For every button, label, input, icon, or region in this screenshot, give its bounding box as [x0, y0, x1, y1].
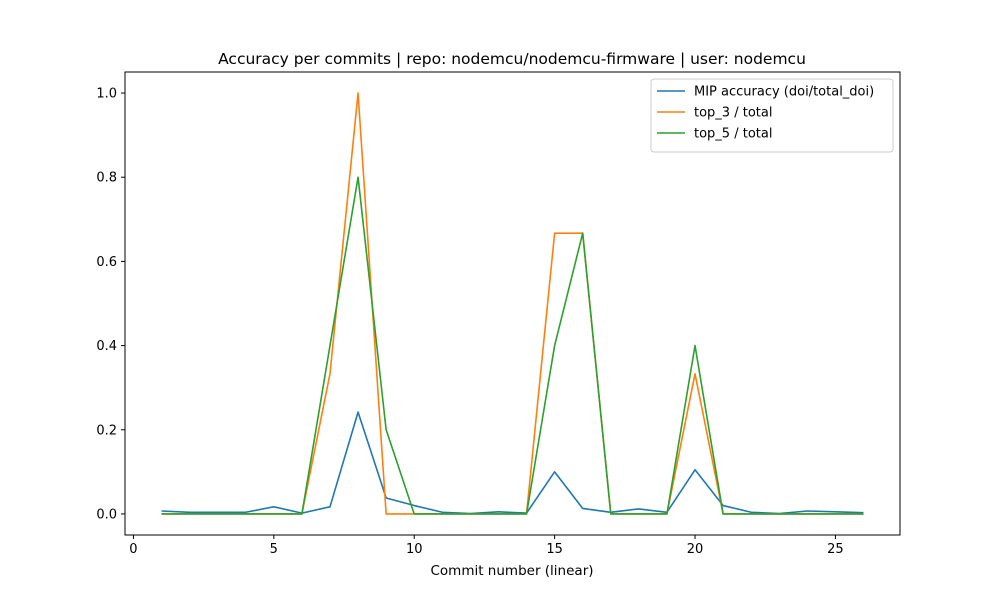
x-axis-label: Commit number (linear): [430, 563, 593, 579]
y-tick-label: 0.6: [96, 255, 117, 270]
x-tick-label: 10: [406, 542, 423, 557]
legend: MIP accuracy (doi/total_doi) top_3 / tota…: [650, 78, 894, 153]
legend-box: [650, 78, 894, 153]
legend-label-3: top_5 / total: [694, 127, 772, 142]
x-tick-label: 25: [827, 542, 844, 557]
x-tick-label: 5: [270, 542, 278, 557]
chart-title: Accuracy per commits | repo: nodemcu/nod…: [218, 50, 806, 68]
y-tick-label: 0.8: [96, 171, 117, 186]
x-tick-label: 0: [129, 542, 137, 557]
y-tick-label: 1.0: [96, 87, 117, 102]
series-line-3: [161, 176, 864, 515]
series-line-1: [161, 411, 864, 515]
x-tick-label: 15: [546, 542, 563, 557]
x-tick-label: 20: [687, 542, 704, 557]
y-tick-label: 0.0: [96, 507, 117, 522]
legend-label-1: MIP accuracy (doi/total_doi): [694, 85, 874, 100]
y-tick-label: 0.2: [96, 423, 117, 438]
plot-area: 0 5 10 15 20 25 0.0 0.2 0.4 0.6 0.8 1.0: [96, 71, 901, 557]
legend-label-2: top_3 / total: [694, 106, 772, 121]
axes-frame: [124, 71, 901, 536]
y-tick-label: 0.4: [96, 339, 117, 354]
